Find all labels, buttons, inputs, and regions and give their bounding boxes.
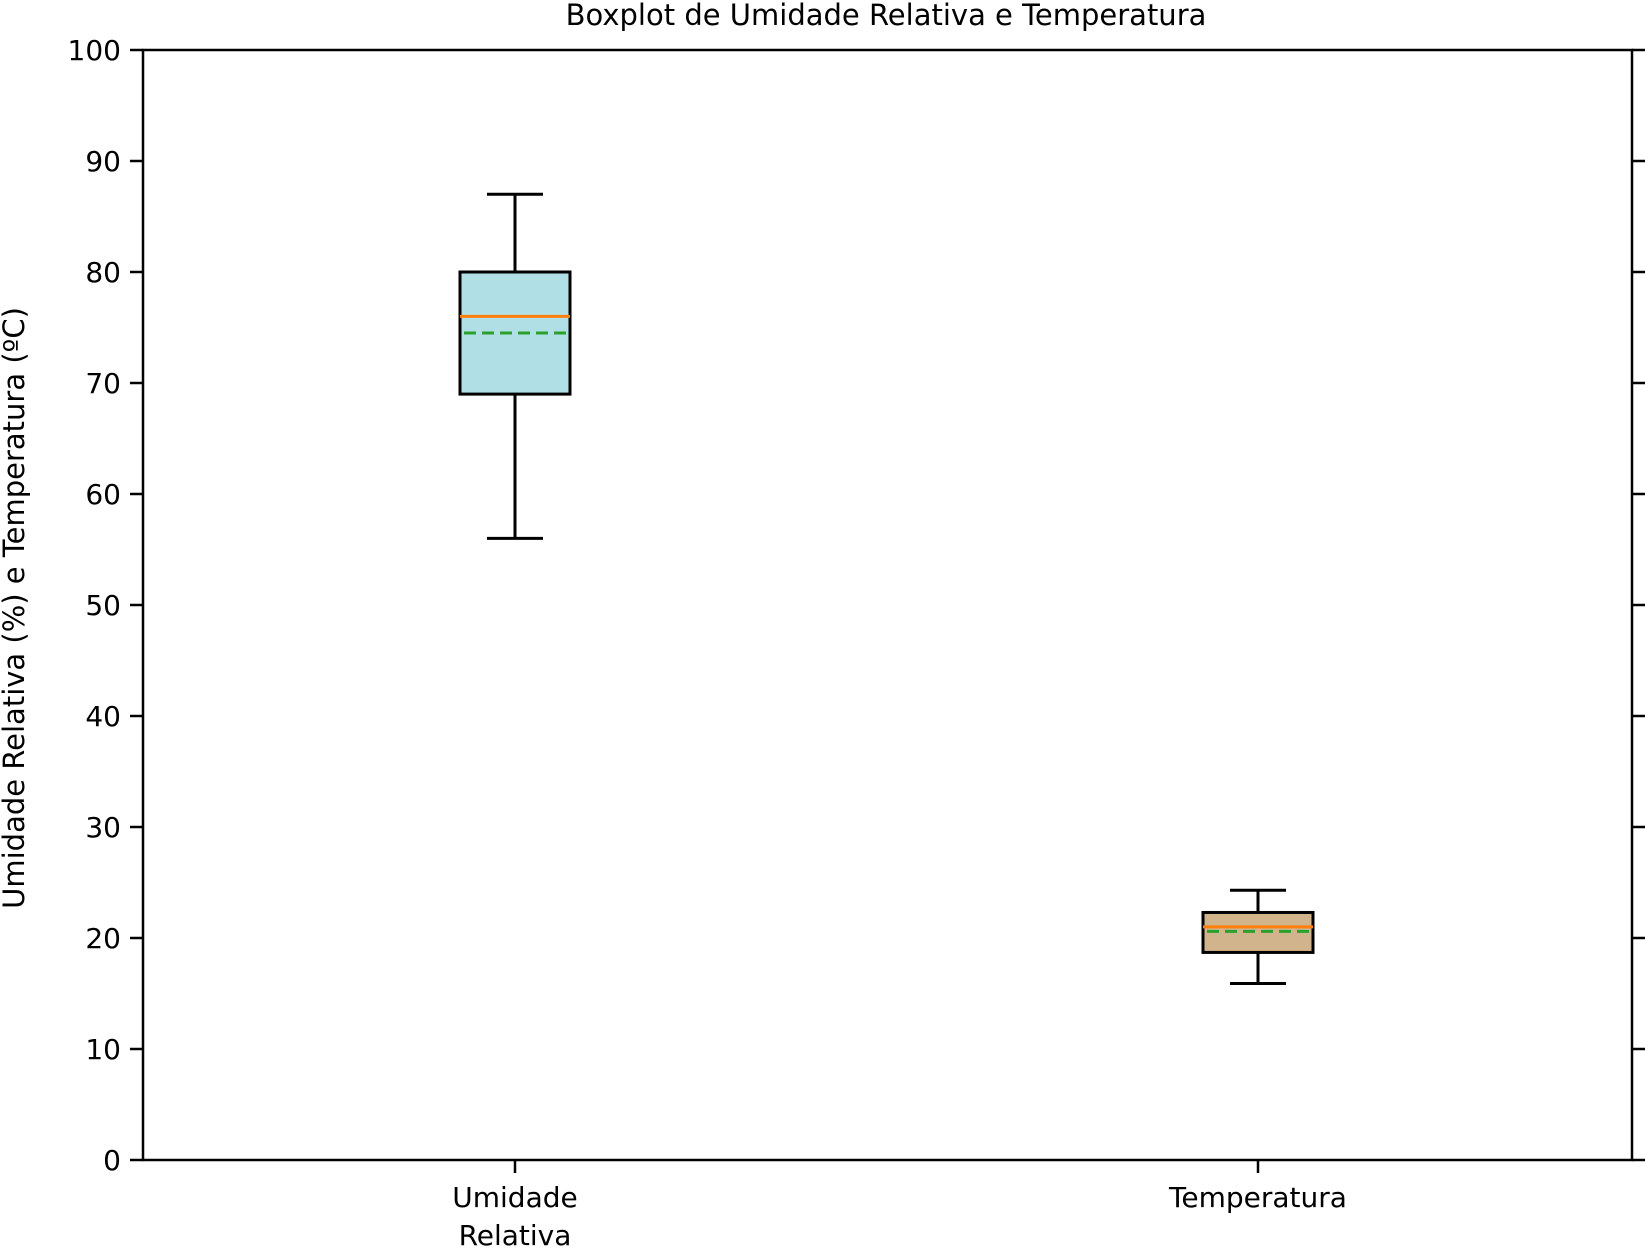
y-axis-label: Umidade Relativa (%) e Temperatura (ºC): [0, 307, 31, 909]
y-tick-label: 100: [68, 34, 121, 67]
x-tick-label: Umidade Relativa: [452, 1181, 577, 1252]
iqr-box: [1201, 910, 1315, 954]
y-tick-label: 0: [103, 1144, 121, 1177]
x-tick-label-line: Relativa: [459, 1219, 572, 1252]
y-tick-label: 20: [85, 922, 121, 955]
chart-title: Boxplot de Umidade Relativa e Temperatur…: [566, 0, 1207, 32]
y-tick-label: 30: [85, 811, 121, 844]
plot-area: 0 10 20 30 40 50 60 70 80 90 100 Umidade Relativa Tem…: [68, 34, 1645, 1252]
iqr-box: [458, 270, 572, 396]
y-tick-label: 40: [85, 700, 121, 733]
y-tick-label: 10: [85, 1033, 121, 1066]
x-tick-label-line: Umidade: [452, 1181, 577, 1214]
y-tick-label: 50: [85, 589, 121, 622]
box-group: Temperatura: [1168, 888, 1347, 1214]
y-tick-label: 80: [85, 256, 121, 289]
x-tick-label: Temperatura: [1168, 1181, 1347, 1214]
y-tick-label: 90: [85, 145, 121, 178]
y-tick-label: 70: [85, 367, 121, 400]
x-tick-label-line: Temperatura: [1168, 1181, 1347, 1214]
axes-frame: [141, 48, 1634, 1162]
box-group: Umidade Relativa: [452, 192, 578, 1252]
y-tick-label: 60: [85, 478, 121, 511]
